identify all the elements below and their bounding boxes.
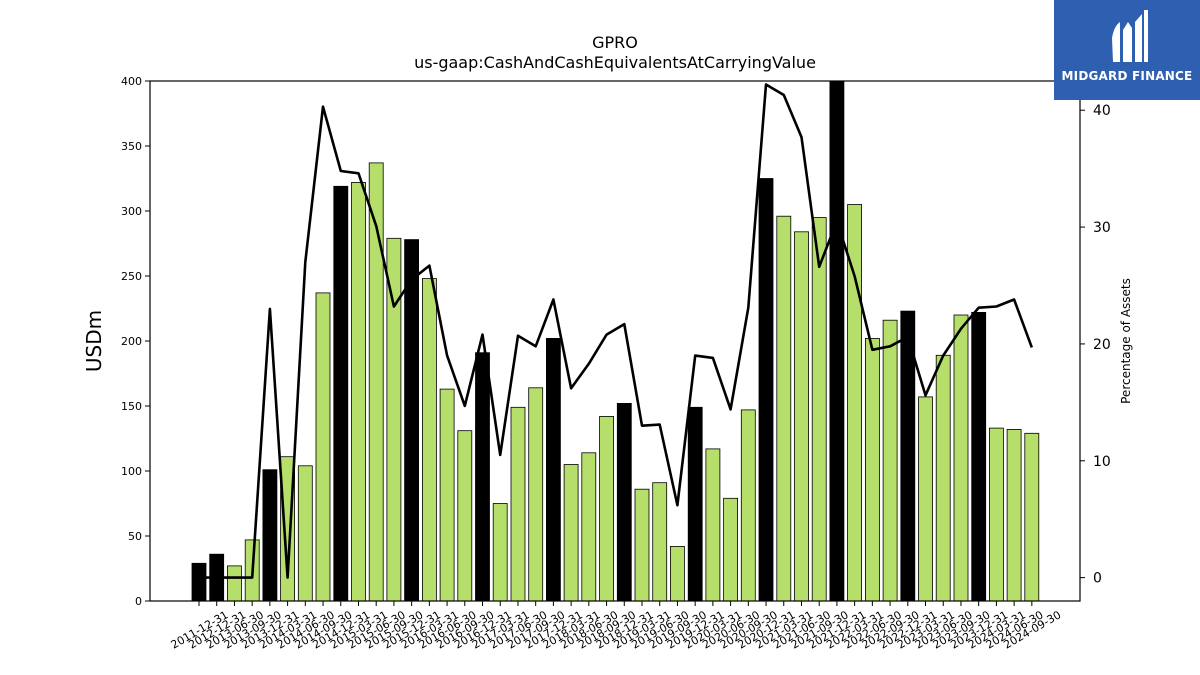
bar: [811, 217, 827, 602]
bar: [421, 278, 437, 602]
line-group: [199, 83, 1034, 579]
bar: [528, 387, 544, 602]
bar: [794, 231, 809, 602]
bar: [616, 402, 632, 602]
bar: [971, 311, 987, 602]
bar: [652, 482, 668, 602]
y2-tick-label: 40: [1093, 103, 1111, 119]
percentage-line: [199, 83, 1034, 579]
y2-tick-label: 0: [1093, 571, 1102, 587]
bar: [226, 565, 242, 602]
bar: [670, 546, 685, 602]
bar: [333, 185, 349, 602]
y-tick-label: 200: [121, 335, 142, 348]
bar-group: [191, 80, 1040, 602]
y2-axis-label: Percentage of Assets: [1119, 278, 1133, 404]
bar: [776, 215, 792, 602]
y-tick-label: 0: [135, 595, 142, 608]
y2-tick-label: 30: [1093, 220, 1111, 236]
y2-tick-label: 20: [1093, 337, 1111, 353]
logo-text: MIDGARD FINANCE: [1061, 69, 1193, 83]
y-tick-label: 150: [121, 400, 142, 413]
bar: [1006, 428, 1022, 602]
bar: [457, 430, 473, 602]
bar: [829, 80, 845, 602]
y-tick-label: 350: [121, 140, 142, 153]
y-tick-label: 100: [121, 465, 142, 478]
bar: [404, 239, 420, 602]
bar: [546, 337, 561, 602]
bar: [935, 354, 951, 602]
y-tick-label: 50: [128, 530, 142, 543]
bar: [758, 178, 774, 602]
bar: [865, 337, 880, 602]
bar: [386, 237, 402, 602]
y-axis-label: USDm: [82, 310, 106, 372]
midgard-logo-icon: [1112, 10, 1148, 62]
bar: [297, 465, 313, 602]
bar: [439, 388, 455, 602]
bar: [723, 497, 738, 602]
bar: [581, 452, 597, 602]
y-tick-label: 250: [121, 270, 142, 283]
y2-tick-label: 10: [1093, 454, 1111, 470]
bar: [1024, 432, 1040, 602]
y-tick-label: 400: [121, 75, 142, 88]
bar: [953, 314, 969, 602]
bar: [882, 319, 898, 602]
bar: [740, 409, 756, 602]
bar: [634, 488, 650, 602]
bar: [989, 427, 1004, 602]
bar: [918, 396, 933, 602]
bar: [262, 469, 278, 602]
bar: [687, 406, 703, 602]
bar: [599, 415, 614, 602]
y-tick-label: 300: [121, 205, 142, 218]
bar: [492, 503, 508, 602]
bar: [705, 448, 721, 602]
bar: [351, 181, 366, 602]
logo: MIDGARD FINANCE: [1054, 0, 1200, 100]
bar: [510, 406, 526, 602]
chart-title: GPRO: [592, 33, 638, 52]
bar: [315, 292, 331, 602]
bar: [563, 464, 579, 602]
chart-subtitle: us-gaap:CashAndCashEquivalentsAtCarrying…: [414, 53, 816, 72]
bar: [475, 352, 490, 602]
bar: [191, 562, 207, 602]
